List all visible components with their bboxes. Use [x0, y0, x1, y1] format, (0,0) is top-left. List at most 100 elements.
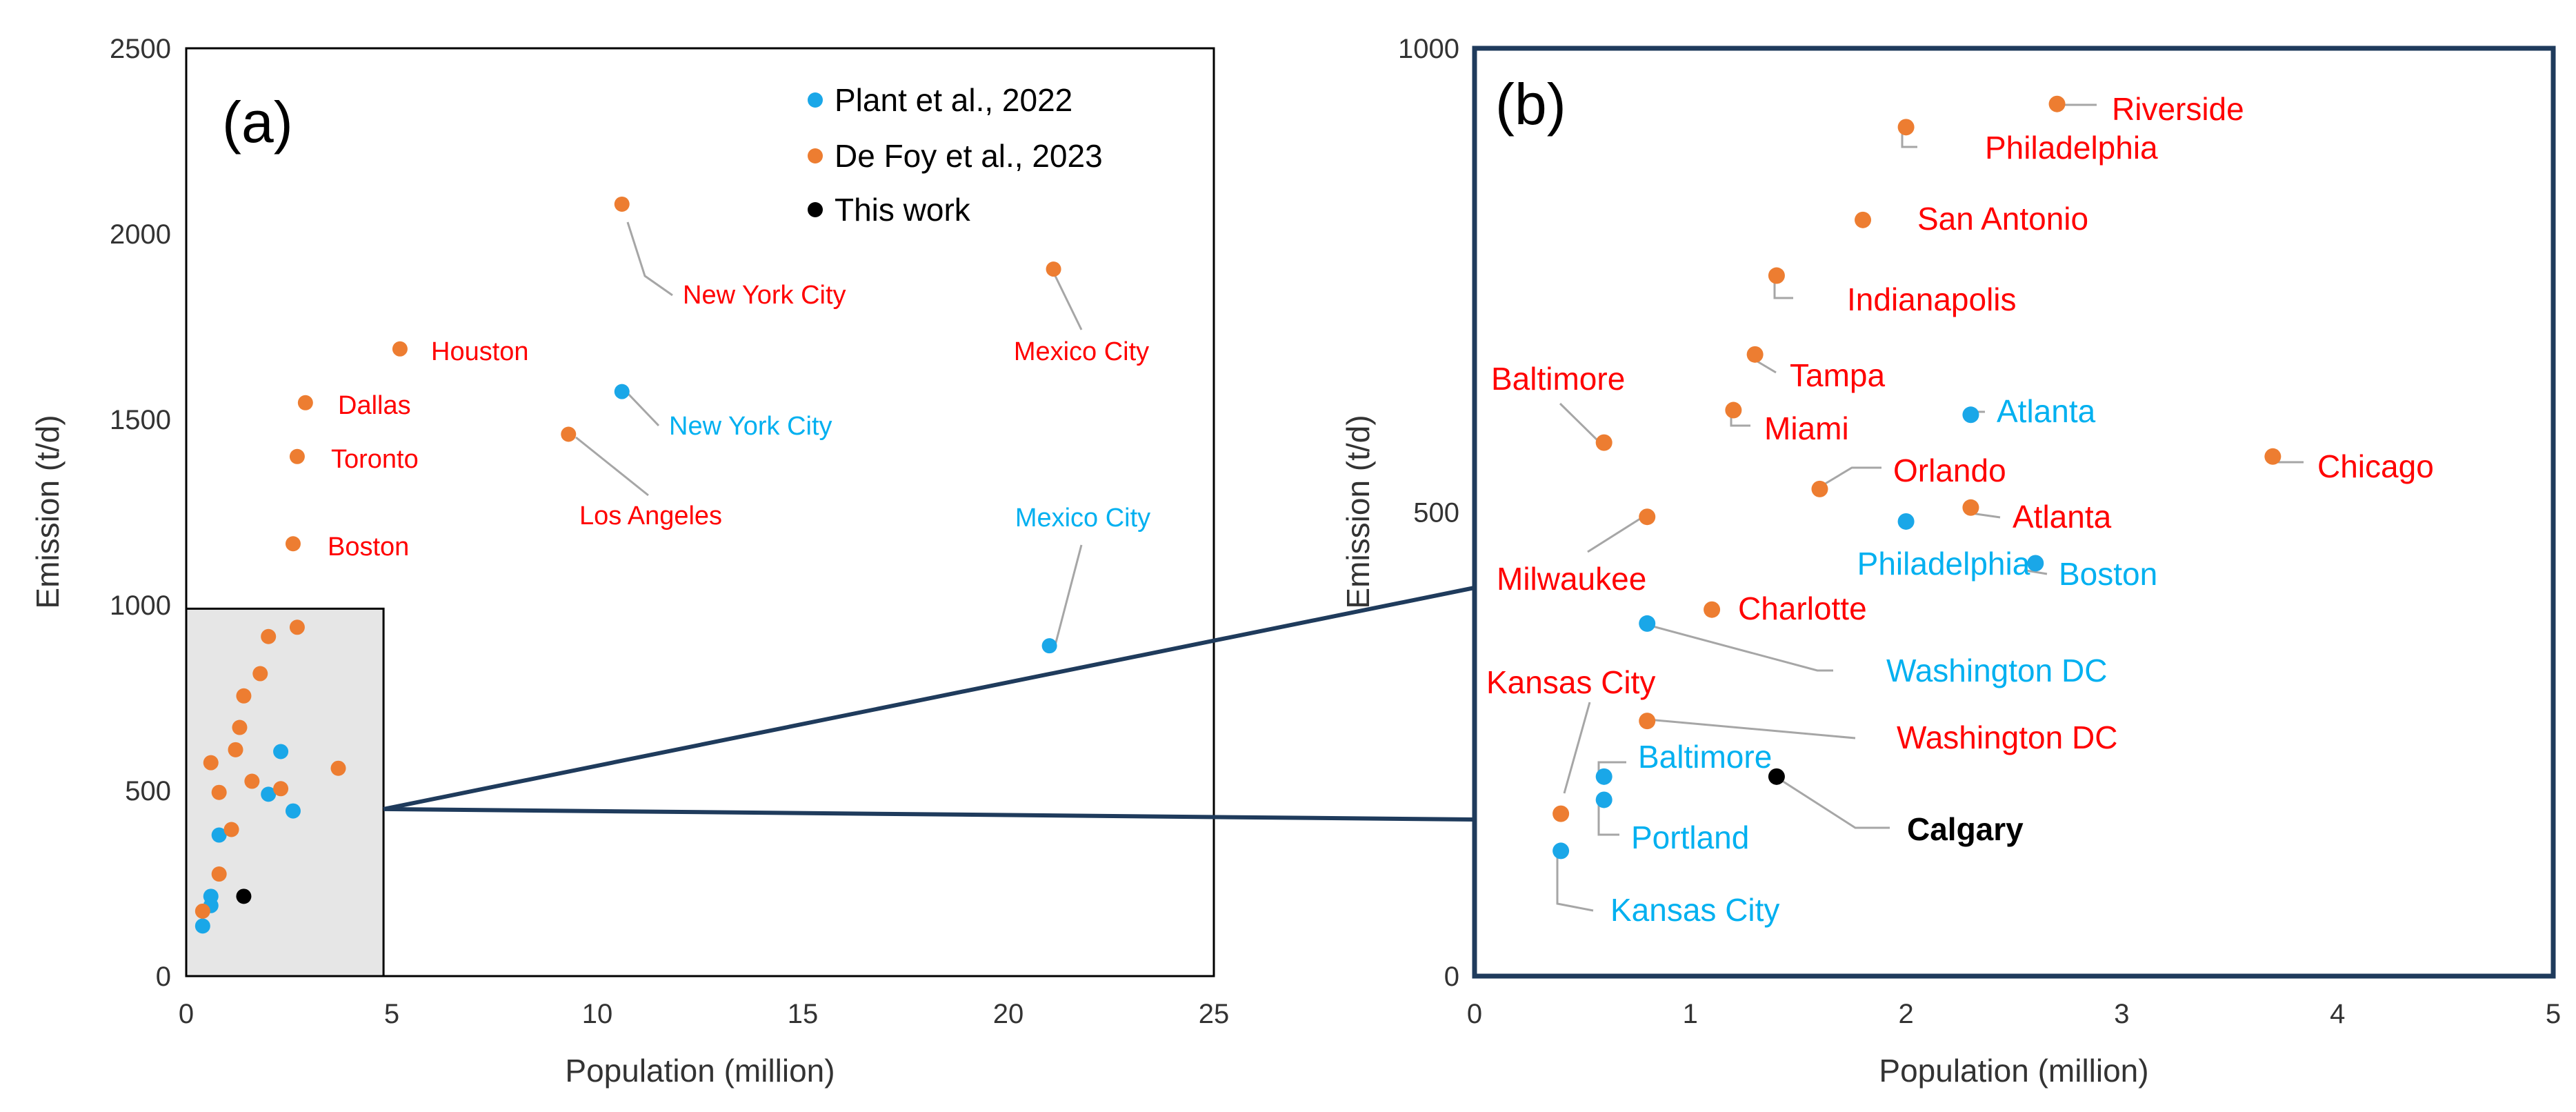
panel-a-points — [194, 196, 1061, 934]
b-point-defoy — [1746, 346, 1764, 363]
b-point-defoy — [1639, 713, 1656, 730]
a-point-defoy — [236, 688, 252, 704]
b-point-plant — [1552, 842, 1570, 860]
a-x-tick-label: 10 — [582, 999, 613, 1029]
a-point-defoy — [285, 536, 301, 552]
b-point-thiswork — [1768, 768, 1785, 785]
b-point-plant — [1897, 513, 1915, 530]
b-point-defoy — [1768, 267, 1785, 284]
a-x-tick-label: 20 — [993, 999, 1024, 1029]
b-point-plant — [1639, 615, 1656, 632]
a-leader-line — [575, 436, 649, 497]
b-point-defoy — [1639, 508, 1656, 526]
panel-b-leader-lines — [1556, 103, 2304, 912]
a-point-plant — [211, 827, 227, 843]
zoom-connector-lower — [383, 806, 1475, 822]
legend: Plant et al., 2022 De Foy et al., 2023 T… — [808, 82, 1103, 228]
a-point-plant — [285, 803, 301, 819]
b-y-tick-label: 0 — [1444, 962, 1459, 992]
a-city-label: Mexico City — [1015, 504, 1150, 533]
a-point-defoy — [1046, 261, 1061, 277]
a-point-plant — [1041, 638, 1057, 654]
legend-entry-defoy: De Foy et al., 2023 — [835, 138, 1103, 174]
b-leader-line — [1639, 622, 1833, 672]
panel-a-y-axis-title: Emission (t/d) — [30, 415, 66, 608]
a-point-defoy — [211, 866, 227, 882]
b-city-label: Kansas City — [1610, 892, 1779, 928]
b-city-label: Charlotte — [1738, 590, 1867, 626]
b-point-defoy — [1725, 401, 1742, 419]
a-point-defoy — [211, 784, 227, 800]
b-city-label: Miami — [1764, 410, 1849, 446]
b-city-label: Milwaukee — [1497, 561, 1646, 597]
b-leader-line — [1730, 416, 1750, 427]
a-point-thiswork — [236, 888, 252, 904]
a-point-defoy — [297, 395, 313, 410]
b-city-label: Boston — [2059, 556, 2157, 592]
panel-a-x-ticks: 0 5 10 15 20 25 — [179, 999, 1229, 1029]
a-point-defoy — [392, 341, 408, 357]
b-point-plant — [1962, 406, 1979, 424]
a-point-defoy — [561, 426, 577, 442]
a-city-label: Mexico City — [1014, 337, 1149, 366]
a-x-tick-label: 15 — [788, 999, 819, 1029]
b-leader-line — [1639, 717, 1856, 739]
a-point-defoy — [252, 666, 268, 682]
a-city-label: Dallas — [338, 391, 411, 420]
a-x-tick-label: 0 — [179, 999, 194, 1029]
a-point-defoy — [223, 822, 239, 837]
panel-a-leader-lines — [575, 221, 1083, 646]
panel-b-x-ticks: 0 1 2 3 4 5 — [1467, 999, 2561, 1029]
a-leader-line — [626, 392, 660, 427]
b-point-defoy — [1897, 119, 1915, 136]
a-point-defoy — [614, 196, 630, 212]
b-point-defoy — [1962, 499, 1979, 516]
panel-b-x-axis-title: Population (million) — [1879, 1053, 2148, 1089]
panel-a-city-labels: New York City Mexico City Houston Dallas Tor… — [328, 281, 1150, 562]
a-leader-line — [626, 221, 673, 297]
a-y-tick-label: 2000 — [110, 219, 171, 250]
b-point-defoy — [2048, 95, 2066, 112]
b-point-defoy — [1595, 434, 1613, 451]
a-point-defoy — [273, 781, 289, 797]
b-city-label: Washington DC — [1897, 719, 2117, 755]
zoom-connectors — [383, 586, 1475, 822]
panel-a-label: (a) — [222, 90, 293, 155]
b-leader-line — [1820, 466, 1881, 488]
legend-entry-thiswork: This work — [835, 192, 971, 228]
b-city-label: Orlando — [1893, 453, 2006, 488]
b-x-tick-label: 1 — [1683, 999, 1698, 1029]
b-point-defoy — [1552, 805, 1570, 822]
b-point-plant — [2027, 555, 2044, 572]
a-city-label: Boston — [328, 533, 409, 562]
a-y-tick-label: 0 — [156, 962, 171, 992]
a-x-tick-label: 5 — [384, 999, 399, 1029]
legend-marker-plant — [808, 92, 823, 108]
a-point-defoy — [228, 742, 243, 757]
a-x-tick-label: 25 — [1199, 999, 1230, 1029]
b-city-label: Tampa — [1790, 357, 1885, 393]
b-x-tick-label: 2 — [1898, 999, 1913, 1029]
b-leader-line — [1773, 279, 1793, 299]
a-point-defoy — [194, 903, 210, 919]
b-y-tick-label: 1000 — [1398, 34, 1459, 64]
panel-a-y-ticks: 0 500 1000 1500 2000 2500 — [110, 34, 171, 992]
b-city-label: Kansas City — [1486, 664, 1655, 700]
b-city-label: Atlanta — [2013, 499, 2112, 535]
panel-b-points — [1552, 95, 2282, 860]
b-leader-line — [1556, 850, 1594, 912]
b-city-label: Atlanta — [1997, 393, 2096, 429]
a-city-label: New York City — [683, 281, 846, 310]
b-city-label: Indianapolis — [1847, 281, 2017, 317]
a-point-plant — [614, 384, 630, 399]
panel-a-x-axis-title: Population (million) — [565, 1053, 835, 1089]
a-point-defoy — [232, 719, 248, 735]
panel-b-label: (b) — [1495, 72, 1566, 137]
b-x-tick-label: 4 — [2330, 999, 2345, 1029]
a-city-label: Los Angeles — [579, 502, 722, 530]
b-x-tick-label: 0 — [1467, 999, 1482, 1029]
panel-b-plot-area — [1472, 46, 2556, 979]
